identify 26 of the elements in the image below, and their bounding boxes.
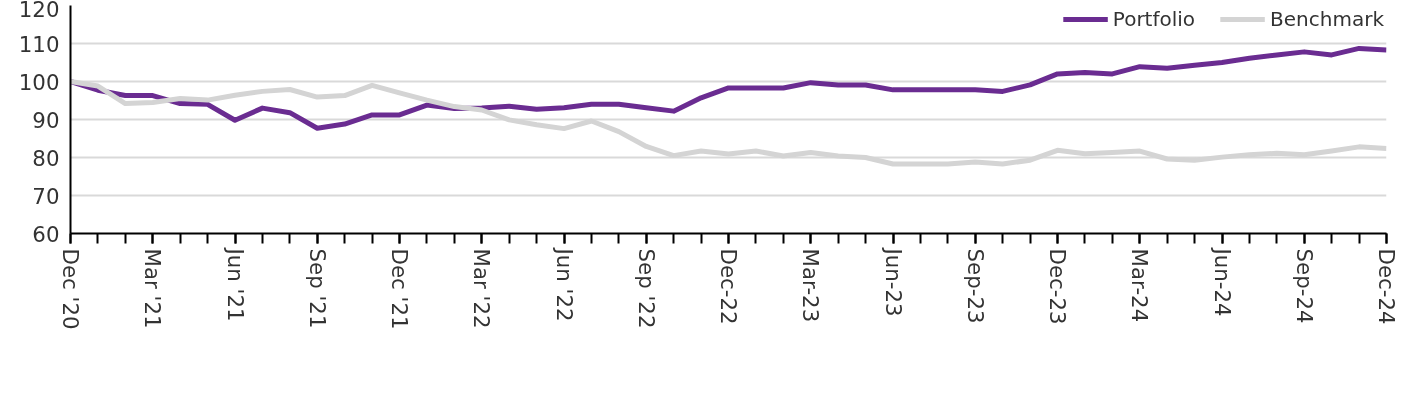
x-tick-label: Mar-23 — [798, 248, 824, 323]
x-tick-label: Sep-23 — [962, 248, 988, 324]
x-tick-label: Mar '21 — [140, 248, 166, 329]
legend-label: Benchmark — [1270, 7, 1384, 31]
legend-label: Portfolio — [1112, 7, 1196, 31]
x-tick-label: Jun '22 — [551, 246, 577, 322]
x-tick-label: Mar-24 — [1127, 248, 1153, 323]
x-tick-label: Mar '22 — [469, 248, 495, 329]
x-tick-label: Dec '20 — [58, 248, 83, 330]
y-tick-label: 120 — [18, 0, 60, 22]
x-tick-label: Jun-23 — [880, 246, 906, 317]
y-tick-label: 80 — [32, 145, 60, 171]
y-tick-label: 110 — [18, 31, 60, 57]
x-tick-label: Jun-24 — [1209, 246, 1235, 317]
x-tick-label: Jun '21 — [222, 246, 248, 322]
x-tick-label: Sep-24 — [1291, 248, 1317, 324]
x-tick-label: Dec '21 — [387, 248, 412, 330]
y-tick-label: 90 — [32, 107, 60, 133]
y-tick-label: 60 — [32, 221, 60, 247]
x-tick-label: Sep '22 — [633, 248, 659, 329]
x-tick-label: Dec-24 — [1374, 248, 1399, 325]
x-tick-label: Sep '21 — [304, 248, 330, 329]
x-tick-label: Dec-23 — [1045, 248, 1070, 325]
y-tick-label: 100 — [18, 69, 60, 95]
x-tick-label: Dec-22 — [716, 248, 741, 325]
y-tick-label: 70 — [32, 183, 60, 209]
